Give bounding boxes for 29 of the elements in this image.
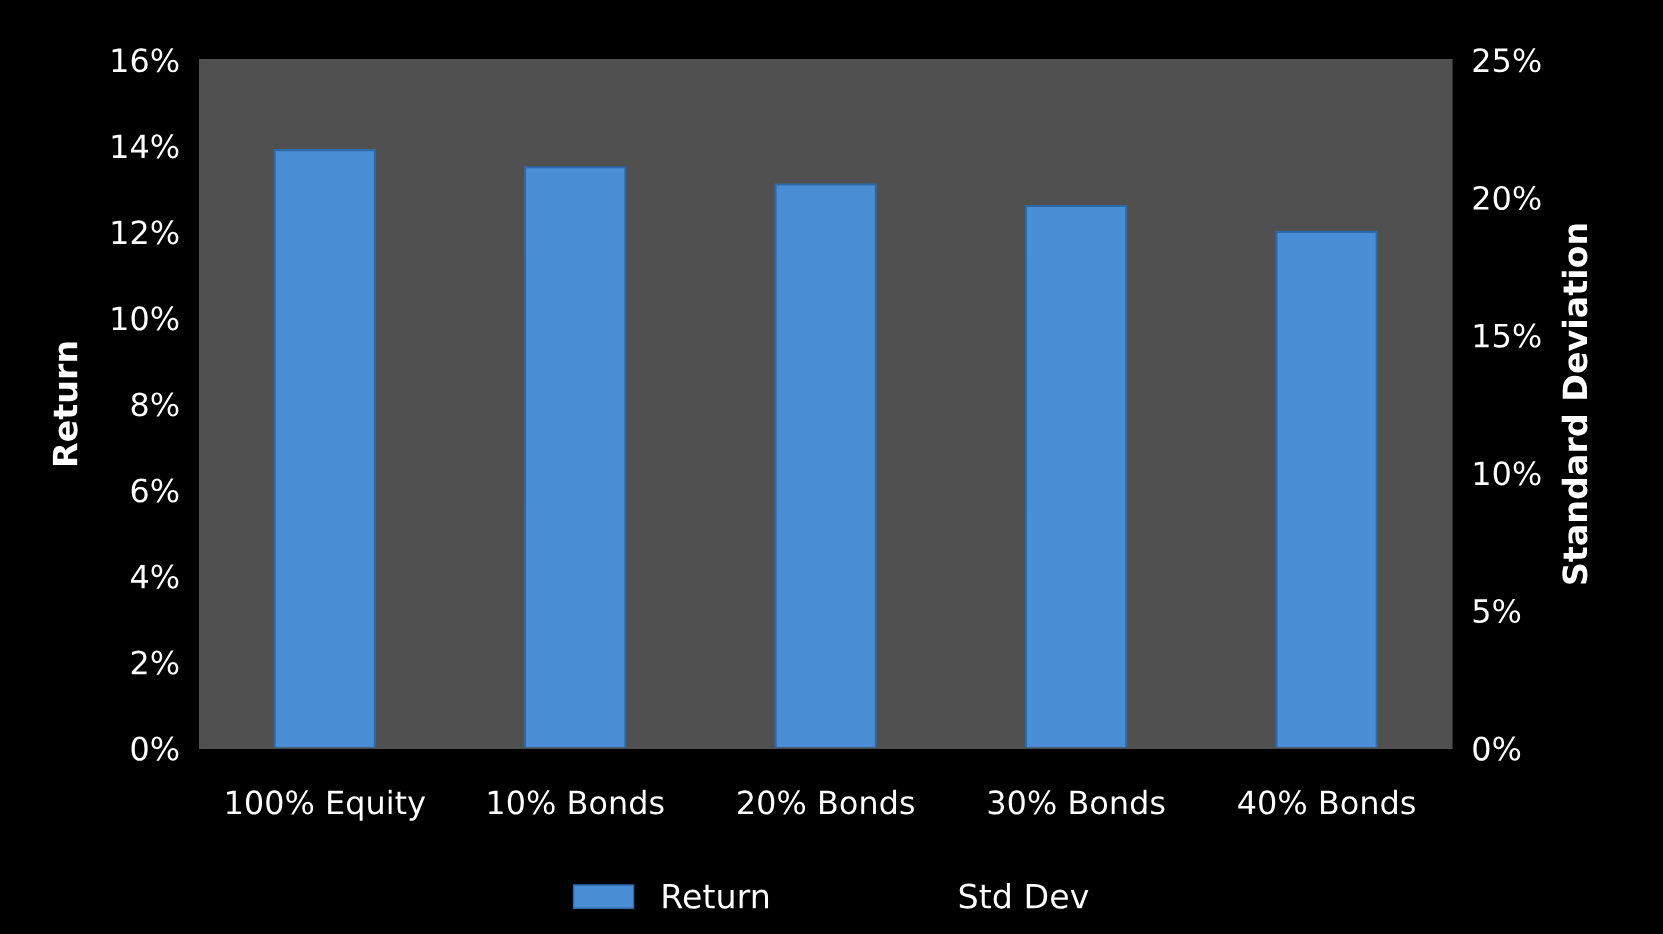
x-tick-label: 40% Bonds	[1238, 789, 1415, 815]
y-tick-label: 12%	[112, 220, 179, 245]
y-tick-label: 4%	[131, 564, 179, 589]
y2-tick-label: 5%	[1473, 598, 1521, 624]
y-tick-label: 14%	[112, 134, 179, 159]
y-tick-label: 8%	[131, 392, 179, 417]
y-tick-label: 2%	[131, 650, 179, 675]
y-axis-title: Return	[52, 342, 78, 465]
y2-tick-label: 20%	[1473, 185, 1541, 211]
bar	[273, 149, 376, 749]
bar	[1025, 205, 1128, 749]
bar	[1275, 230, 1378, 749]
y-tick-label: 10%	[112, 306, 179, 331]
y-tick-label: 0%	[131, 736, 179, 761]
bar	[524, 166, 627, 749]
y2-tick-label: 15%	[1474, 323, 1541, 348]
y2-tick-label: 10%	[1474, 461, 1541, 486]
bar	[774, 183, 877, 749]
x-tick-label: 100% Equity	[227, 789, 426, 821]
y-tick-label: 6%	[131, 478, 179, 503]
x-tick-label: 20% Bonds	[738, 789, 915, 815]
y2-tick-label: 25%	[1473, 48, 1541, 73]
legend-label: Return	[663, 883, 769, 909]
x-tick-label: 30% Bonds	[988, 789, 1165, 815]
x-tick-label: 10% Bonds	[488, 789, 664, 815]
y-tick-label: 16%	[112, 48, 179, 73]
y2-tick-label: 0%	[1473, 736, 1521, 761]
text: Std Dev	[959, 882, 1089, 909]
y2-axis-title: Standard Deviation	[1561, 224, 1588, 584]
